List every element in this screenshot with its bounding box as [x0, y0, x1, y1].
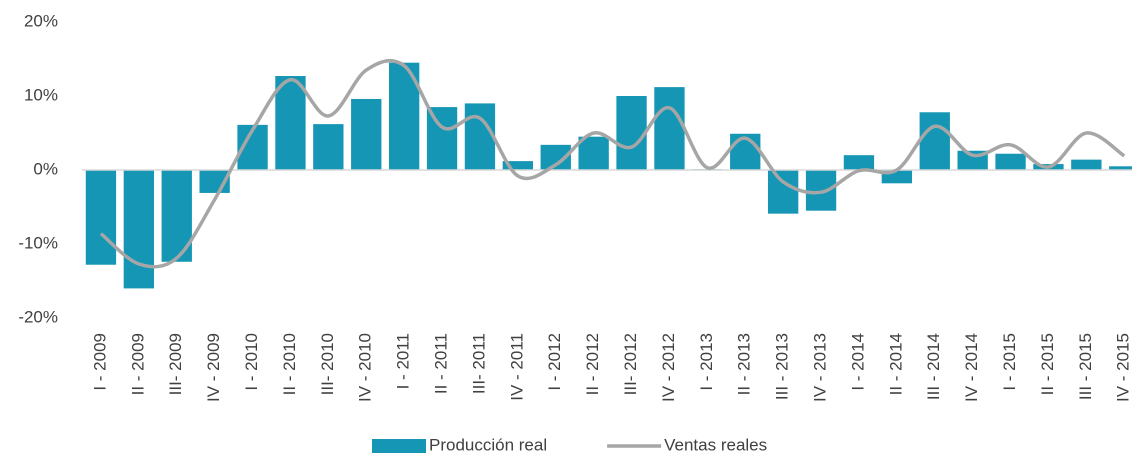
bar: [426, 107, 458, 170]
bar: [313, 124, 344, 170]
y-tick-label: 0%: [33, 159, 58, 178]
bar: [578, 136, 609, 170]
bar: [1109, 166, 1132, 170]
x-tick-label: IV - 2009: [204, 333, 223, 402]
bar: [464, 103, 496, 170]
x-tick-label: I - 2009: [90, 333, 109, 391]
bar: [919, 112, 950, 170]
bar: [654, 87, 685, 170]
y-tick-label: 20%: [24, 11, 58, 30]
legend-label: Producción real: [429, 435, 547, 454]
x-tick-label: II - 2013: [735, 333, 754, 395]
x-tick-label: III- 2010: [318, 333, 337, 395]
legend-label: Ventas reales: [664, 435, 767, 454]
x-tick-label: IV - 2010: [356, 333, 375, 402]
x-tick-label: II - 2009: [128, 333, 147, 395]
x-tick-label: IV - 2011: [507, 333, 526, 401]
x-tick-label: I - 2011: [394, 333, 413, 389]
bar: [502, 161, 534, 170]
bar: [351, 98, 382, 170]
x-tick-label: I - 2013: [697, 333, 716, 391]
x-tick-label: II - 2010: [280, 333, 299, 395]
x-tick-label: III - 2015: [1076, 333, 1095, 400]
x-tick-label: IV - 2015: [1114, 333, 1132, 402]
x-tick-label: III - 2013: [773, 333, 792, 400]
bar: [805, 170, 837, 211]
bar: [616, 96, 647, 170]
y-tick-label: -10%: [18, 233, 58, 252]
x-tick-label: II - 2014: [886, 333, 905, 395]
x-tick-label: I - 2012: [545, 333, 564, 391]
x-tick-label: II - 2012: [583, 333, 602, 395]
y-tick-label: -20%: [18, 307, 58, 326]
x-tick-label: III- 2009: [166, 333, 185, 395]
bar: [123, 170, 155, 289]
x-tick-label: IV - 2014: [962, 333, 981, 402]
bar: [995, 153, 1026, 170]
x-tick-label: I - 2015: [1000, 333, 1019, 391]
bar: [843, 155, 875, 170]
x-tick-label: I - 2014: [848, 333, 867, 391]
x-tick-label: IV - 2013: [811, 333, 830, 402]
bar: [85, 170, 117, 265]
bar: [275, 76, 306, 170]
x-tick-label: III- 2012: [621, 333, 640, 395]
line: [99, 58, 1126, 269]
x-tick-label: IV - 2012: [659, 333, 678, 402]
x-tick-label: III - 2014: [924, 333, 943, 400]
x-tick-label: I - 2010: [242, 333, 261, 391]
x-tick-label: II - 2011: [432, 333, 451, 394]
bar: [767, 170, 799, 214]
legend-swatch: [372, 439, 426, 453]
bar: [1071, 159, 1102, 170]
x-tick-label: II - 2015: [1038, 333, 1057, 395]
y-tick-label: 10%: [24, 85, 58, 104]
x-tick-label: III- 2011: [469, 333, 488, 394]
